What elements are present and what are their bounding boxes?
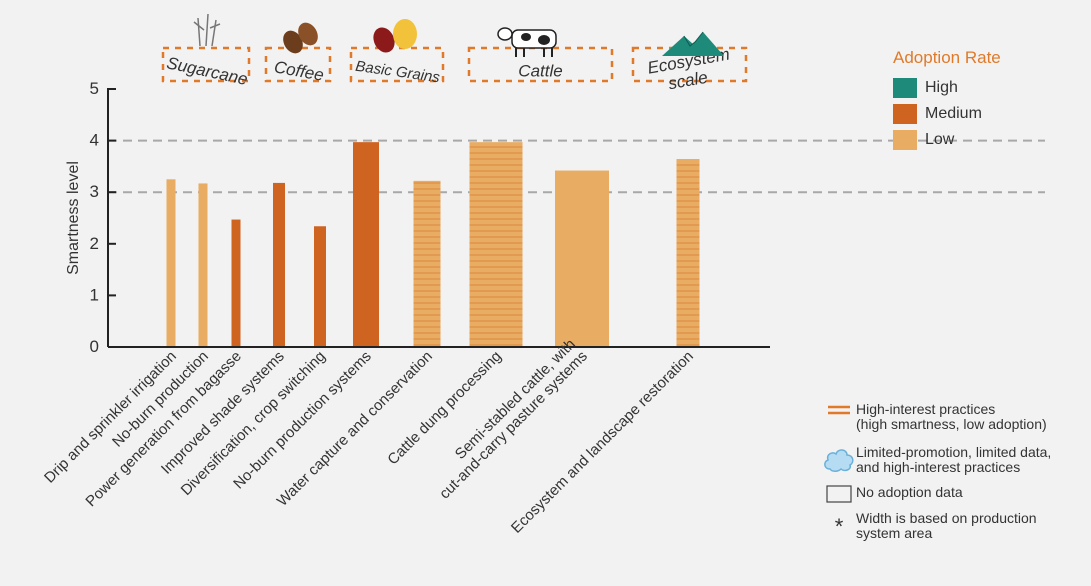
legend-label-low: Low	[925, 131, 955, 148]
y-tick-label-3: 3	[90, 182, 99, 201]
note-text-width: Width is based on production system area	[856, 510, 1037, 541]
legend-item-medium: Medium	[893, 104, 982, 124]
legend-label-medium: Medium	[925, 105, 982, 122]
y-tick-label-5: 5	[90, 79, 99, 98]
y-tick-label-0: 0	[90, 337, 99, 356]
bar-6	[413, 180, 441, 347]
group-label-3: Cattle	[518, 62, 562, 81]
bar-5	[353, 142, 379, 347]
coffee-bean-icon	[283, 22, 318, 54]
cloud-icon	[822, 445, 856, 473]
bar-1	[198, 183, 208, 347]
note-text-high-interest: High-interest practices (high smartness,…	[856, 401, 1047, 432]
legend-title: Adoption Rate	[893, 48, 1001, 67]
empty-box-icon	[822, 485, 856, 503]
bars	[166, 142, 700, 347]
y-tick-label-1: 1	[90, 285, 99, 304]
note-limited-promotion: Limited-promotion, limited data, and hig…	[822, 445, 1051, 475]
legend-swatch-high	[893, 78, 917, 98]
group-headers: Sugarcane Coffee Basic Grains Cattle Ecosyst…	[161, 13, 748, 93]
group-label-0: Sugarcane	[165, 53, 249, 89]
double-line-icon	[822, 402, 856, 418]
legend-item-low: Low	[893, 130, 954, 150]
bar-8	[555, 170, 609, 347]
group-box-0	[161, 46, 251, 83]
bar-2	[231, 219, 241, 347]
legend-item-high: High	[893, 78, 958, 98]
bar-7	[469, 142, 523, 347]
legend-label-high: High	[925, 79, 958, 96]
legend-swatch-medium	[893, 104, 917, 124]
grains-icon	[373, 19, 417, 53]
legend-swatch-low	[893, 130, 917, 150]
note-text-limited-promotion: Limited-promotion, limited data, and hig…	[856, 444, 1052, 475]
note-text-no-adoption: No adoption data	[856, 484, 963, 500]
x-tick-label-line: Semi-stabled cattle, with	[452, 336, 579, 463]
y-tick-label-4: 4	[90, 131, 99, 150]
note-no-adoption: No adoption data	[822, 485, 963, 503]
bar-3	[273, 182, 285, 347]
y-axis-label: Smartness level	[65, 161, 82, 275]
bar-0	[166, 179, 176, 347]
group-box-3	[467, 46, 614, 83]
mountain-icon	[662, 31, 724, 56]
bar-9	[676, 159, 700, 347]
note-width: * Width is based on production system ar…	[822, 511, 1037, 541]
bar-4	[314, 226, 326, 347]
sugarcane-icon	[193, 13, 221, 47]
y-tick-label-2: 2	[90, 234, 99, 253]
group-box-2	[349, 46, 445, 83]
asterisk-icon: *	[834, 514, 844, 539]
note-high-interest: High-interest practices (high smartness,…	[822, 402, 1047, 432]
cow-icon	[497, 27, 557, 57]
